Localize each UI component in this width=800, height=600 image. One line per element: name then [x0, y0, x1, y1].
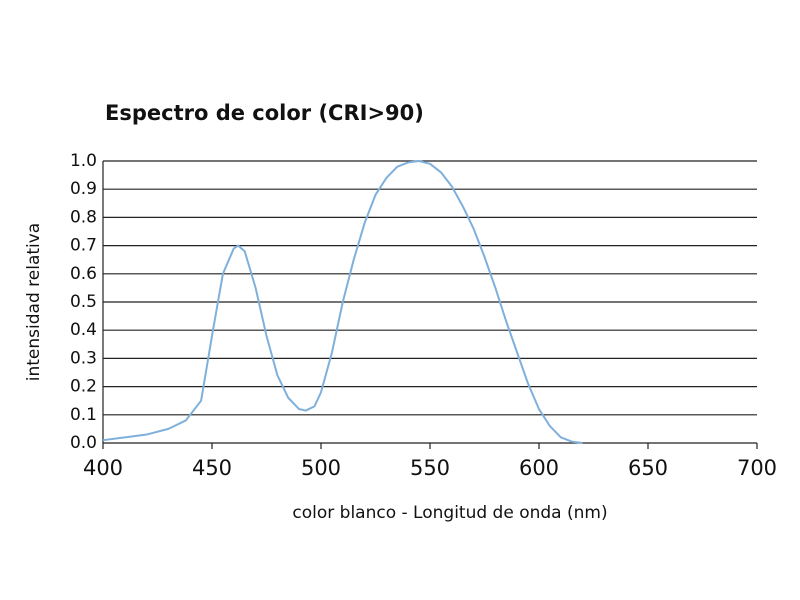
- y-tick-label: 1.0: [70, 151, 97, 171]
- y-tick-label: 0.8: [70, 207, 97, 227]
- spectrum-line: [102, 160, 583, 444]
- y-tick-label: 0.1: [70, 405, 97, 425]
- x-tick-label: 600: [519, 456, 559, 480]
- y-tick-label: 0.2: [70, 377, 97, 397]
- y-tick-label: 0.9: [70, 179, 97, 199]
- y-tick-label: 0.4: [70, 320, 97, 340]
- x-tick-label: 550: [410, 456, 450, 480]
- y-tick-label: 0.3: [70, 348, 97, 368]
- y-tick-label: 0.5: [70, 292, 97, 312]
- x-tick-label: 500: [301, 456, 341, 480]
- x-tick-label: 400: [83, 456, 123, 480]
- x-axis-label: color blanco - Longitud de onda (nm): [292, 503, 607, 523]
- y-tick-label: 0.0: [70, 433, 97, 453]
- y-tick-label: 0.6: [70, 264, 97, 284]
- chart-title: Espectro de color (CRI>90): [105, 101, 424, 125]
- x-tick-label: 650: [628, 456, 668, 480]
- y-tick-label: 0.7: [70, 236, 97, 256]
- x-tick-label: 450: [192, 456, 232, 480]
- x-tick-label: 700: [737, 456, 777, 480]
- y-axis-label: intensidad relativa: [24, 223, 44, 381]
